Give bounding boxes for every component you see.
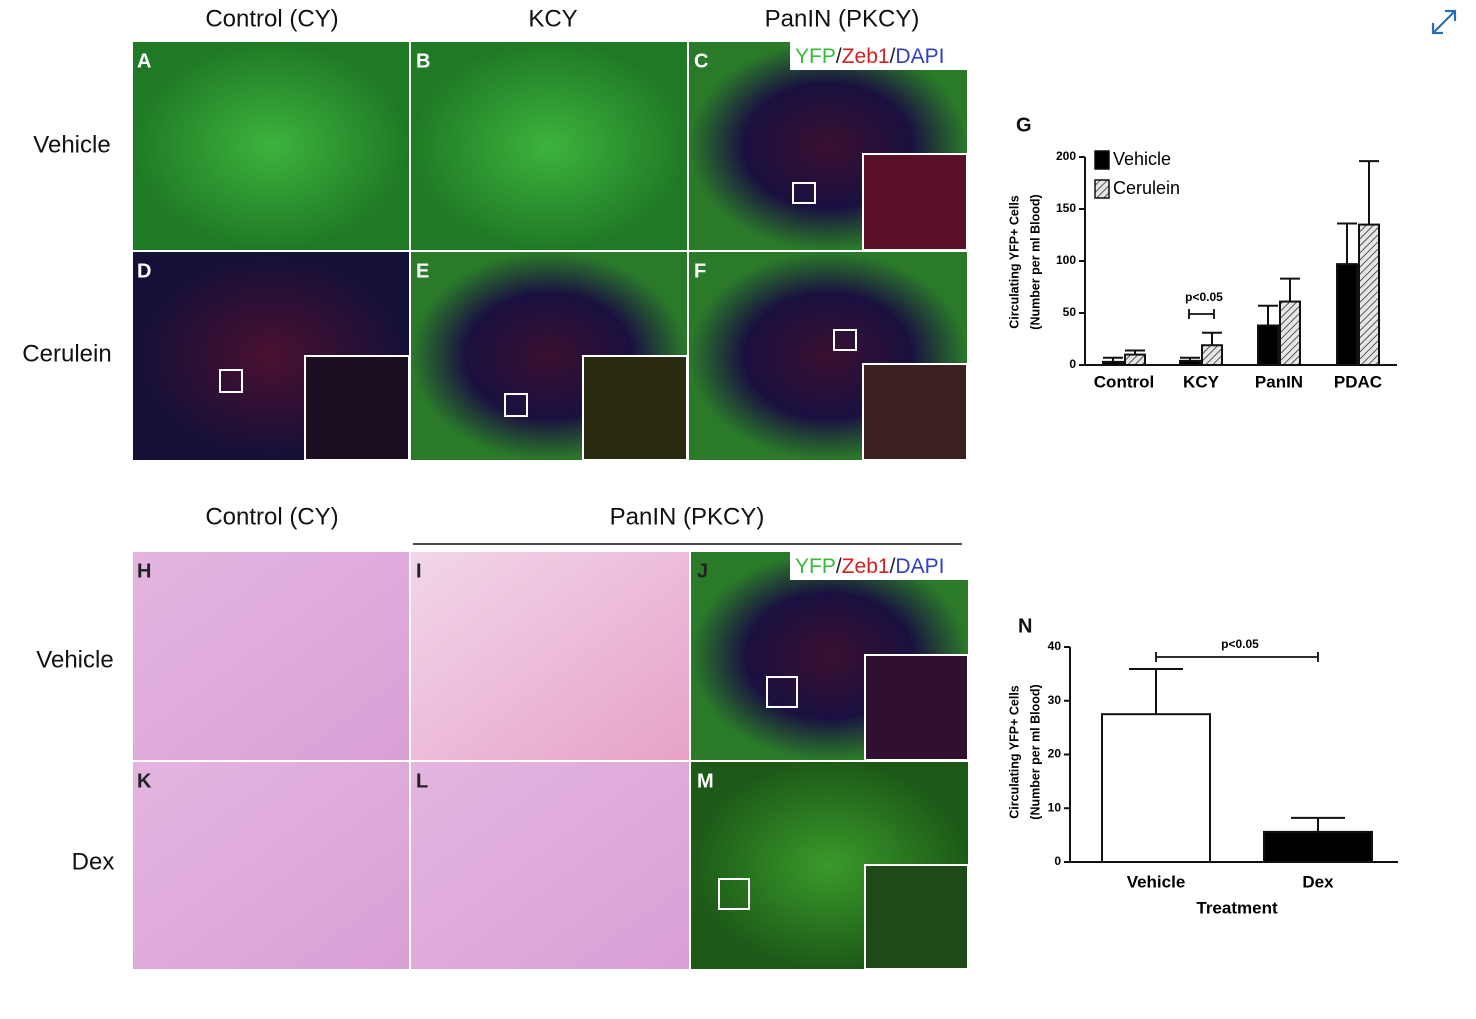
y-axis-label: Circulating YFP+ Cells [1007, 195, 1021, 329]
inset [864, 864, 969, 970]
y-tick-label: 0 [1069, 357, 1076, 371]
bar [1263, 830, 1373, 864]
stain: DAPI [895, 555, 944, 578]
panel-letter: K [137, 770, 152, 792]
bar [1101, 713, 1211, 863]
x-tick-label: Control [1094, 372, 1154, 391]
micrograph [133, 762, 409, 969]
panel-letter: B [416, 50, 430, 72]
row-label: Vehicle [36, 646, 113, 673]
panel-letter: H [137, 560, 151, 582]
legend-bg [790, 42, 967, 70]
panel-letter: C [694, 50, 708, 72]
panel-letter: F [694, 260, 706, 282]
y-tick-label: 150 [1056, 201, 1076, 215]
inset [582, 355, 688, 461]
y-tick-label: 100 [1056, 253, 1076, 267]
micrograph [133, 42, 409, 250]
legend-swatch [1094, 179, 1110, 199]
stain: DAPI [895, 45, 944, 68]
legend-bg [790, 552, 968, 580]
bar [1336, 263, 1358, 366]
stain-sep: / [890, 555, 896, 578]
panel-letter: A [137, 50, 151, 72]
y-axis-label: Circulating YFP+ Cells [1007, 685, 1021, 819]
column-header: KCY [528, 5, 577, 32]
x-tick-label: PDAC [1334, 372, 1382, 391]
panel-letter: I [416, 560, 422, 582]
annotation: p<0.05 [1221, 637, 1259, 651]
panel-letter: N [1018, 615, 1032, 637]
column-header: Control (CY) [205, 5, 338, 32]
bar [1201, 344, 1223, 366]
inset [862, 153, 968, 251]
roi-box [219, 369, 243, 393]
bar [1279, 300, 1301, 366]
micrograph [133, 552, 409, 760]
row-label: Vehicle [33, 131, 110, 158]
bar [1124, 353, 1146, 367]
y-tick-label: 40 [1048, 639, 1062, 653]
top-images [133, 42, 968, 461]
x-tick-label: Vehicle [1127, 872, 1186, 891]
bottom-images [133, 543, 969, 970]
row-label: Dex [72, 848, 115, 875]
roi-box [833, 329, 857, 351]
significance-bracket [1188, 309, 1215, 319]
inset [864, 654, 969, 761]
x-tick-label: Dex [1302, 872, 1334, 891]
legend-swatch [1094, 150, 1110, 170]
micrograph [411, 762, 689, 969]
inset [304, 355, 410, 461]
stain-sep: / [836, 45, 842, 68]
charts: G Circulating YFP+ Cells (Number per ml Bl… [1007, 114, 1398, 917]
bar [1179, 359, 1201, 366]
legend-label: Vehicle [1113, 149, 1171, 169]
y-tick-label: 20 [1048, 747, 1062, 761]
micrograph [411, 552, 689, 760]
bar [1257, 324, 1279, 367]
y-tick-label: 10 [1048, 800, 1062, 814]
bar [1102, 360, 1124, 367]
x-tick-label: KCY [1183, 372, 1220, 391]
annotation: p<0.05 [1185, 290, 1223, 304]
column-header: Control (CY) [205, 503, 338, 530]
y-axis-label: (Number per ml Blood) [1028, 684, 1042, 819]
stain: Zeb1 [842, 45, 890, 68]
panel-letter: E [416, 260, 429, 282]
y-tick-label: 200 [1056, 149, 1076, 163]
column-header: PanIN (PKCY) [610, 503, 765, 530]
panel-letter: G [1016, 114, 1032, 136]
panel-letter: D [137, 260, 151, 282]
column-header: PanIN (PKCY) [765, 5, 920, 32]
panel-letter: L [416, 770, 428, 792]
stain-sep: / [836, 555, 842, 578]
y-axis-label: (Number per ml Blood) [1028, 194, 1042, 329]
stain: Zeb1 [842, 555, 890, 578]
roi-box [792, 182, 816, 204]
stain-legend: YFP/Zeb1/DAPI [795, 555, 944, 578]
inset [862, 363, 968, 461]
panel-letter: M [697, 770, 714, 792]
y-tick-label: 0 [1054, 854, 1061, 868]
roi-box [504, 393, 528, 417]
x-axis-label: Treatment [1196, 898, 1278, 917]
y-tick-label: 50 [1063, 305, 1077, 319]
x-tick-label: PanIN [1255, 372, 1303, 391]
stain-legend: YFP/Zeb1/DAPI [795, 45, 944, 68]
row-label: Cerulein [22, 340, 111, 367]
bar [1358, 223, 1380, 366]
stain: YFP [795, 555, 836, 578]
legend-label: Cerulein [1113, 178, 1180, 198]
expand-icon[interactable] [1431, 9, 1457, 35]
y-tick-label: 30 [1048, 693, 1062, 707]
roi-box [718, 878, 750, 910]
roi-box [766, 676, 798, 708]
stain: YFP [795, 45, 836, 68]
panel-letter: J [697, 560, 708, 582]
stain-sep: / [890, 45, 896, 68]
micrograph [411, 42, 687, 250]
significance-bracket [1155, 652, 1319, 662]
